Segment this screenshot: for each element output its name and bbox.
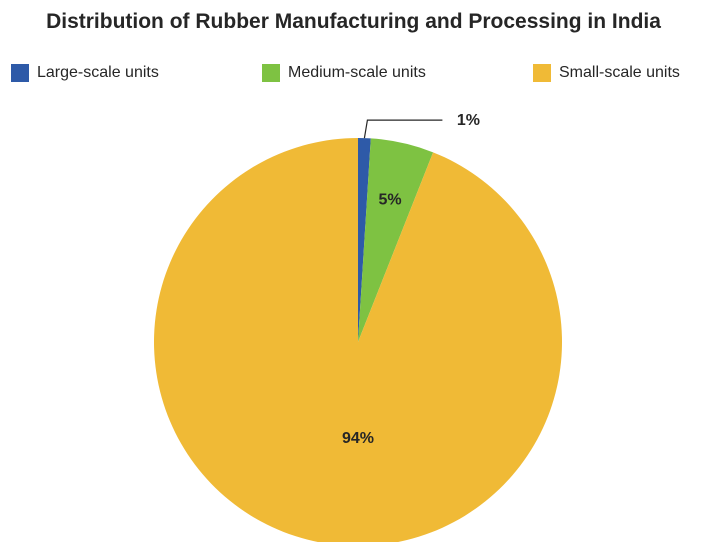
leader-line-large-scale xyxy=(363,119,443,139)
legend-label-medium-scale: Medium-scale units xyxy=(288,64,426,81)
legend: Large-scale units Medium-scale units Sma… xyxy=(0,64,707,88)
data-label-small-scale: 94% xyxy=(342,430,374,447)
legend-swatch-medium-scale xyxy=(262,64,280,82)
pie-slice-medium-scale xyxy=(358,138,434,342)
chart-title: Distribution of Rubber Manufacturing and… xyxy=(46,10,661,33)
legend-label-small-scale: Small-scale units xyxy=(559,64,680,81)
pie-slice-large-scale xyxy=(358,138,371,342)
legend-label-large-scale: Large-scale units xyxy=(37,64,159,81)
legend-swatch-large-scale xyxy=(11,64,29,82)
legend-item-large-scale: Large-scale units xyxy=(11,64,159,82)
legend-swatch-small-scale xyxy=(533,64,551,82)
legend-item-medium-scale: Medium-scale units xyxy=(262,64,426,82)
data-label-medium-scale: 5% xyxy=(378,192,401,209)
legend-item-small-scale: Small-scale units xyxy=(533,64,680,82)
pie-slice-small-scale xyxy=(154,138,562,542)
data-label-large-scale: 1% xyxy=(457,112,480,129)
